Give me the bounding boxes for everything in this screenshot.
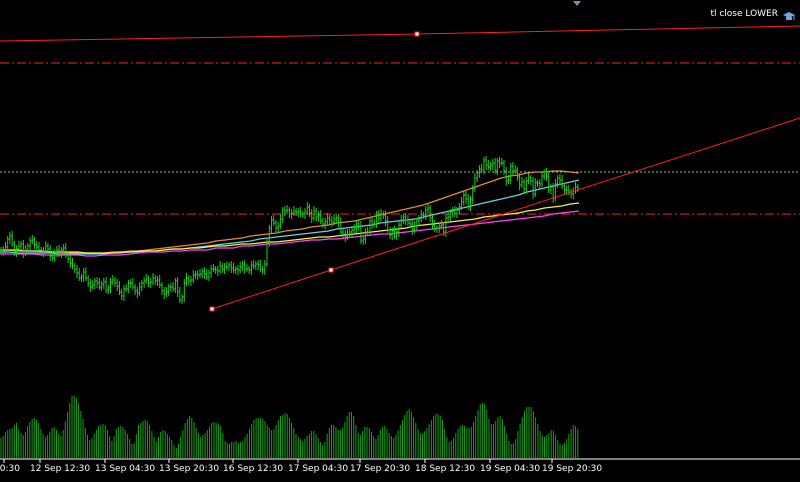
time-axis-label: 19 Sep 04:30 bbox=[480, 464, 540, 474]
level-lines bbox=[0, 62, 800, 215]
ma-yellow-line bbox=[0, 202, 580, 254]
time-axis-label: 16 Sep 12:30 bbox=[223, 464, 283, 474]
time-axis-label: 20:30 bbox=[0, 464, 20, 474]
volume-histogram bbox=[0, 396, 579, 458]
price-bars bbox=[0, 156, 579, 304]
graduation-cap-icon bbox=[782, 8, 796, 20]
ma-pink-line bbox=[0, 210, 580, 257]
trendline-anchor[interactable] bbox=[328, 267, 334, 273]
time-axis-label: 13 Sep 04:30 bbox=[95, 464, 155, 474]
trendline-anchor[interactable] bbox=[209, 306, 215, 312]
triangle-down-icon[interactable] bbox=[573, 1, 581, 6]
time-axis-label: 17 Sep 04:30 bbox=[288, 464, 348, 474]
time-axis-label: 13 Sep 20:30 bbox=[159, 464, 219, 474]
indicator-label: tl close LOWER bbox=[710, 9, 778, 19]
time-axis: 20:30 12 Sep 12:30 13 Sep 04:30 13 Sep 20:3… bbox=[0, 458, 800, 474]
time-axis-label: 12 Sep 12:30 bbox=[30, 464, 90, 474]
trendlines[interactable] bbox=[0, 25, 800, 312]
moving-averages bbox=[0, 170, 580, 257]
time-axis-label: 18 Sep 12:30 bbox=[415, 464, 475, 474]
trendline-upper[interactable] bbox=[0, 25, 800, 42]
time-axis-label: 19 Sep 20:30 bbox=[542, 464, 602, 474]
ma-cyan-line bbox=[0, 179, 580, 255]
time-axis-label: 17 Sep 20:30 bbox=[350, 464, 410, 474]
trendline-anchor[interactable] bbox=[414, 31, 420, 37]
